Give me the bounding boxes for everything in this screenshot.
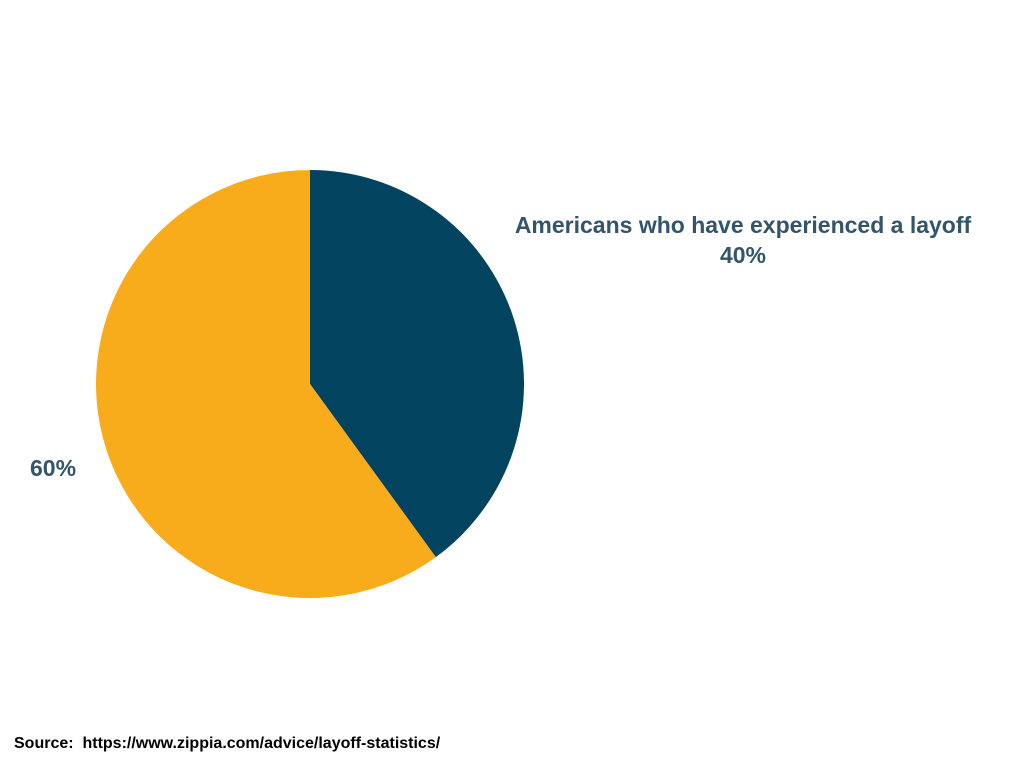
slice-label-no-layoff-value: 60%	[30, 455, 77, 481]
slice-label-layoff-value: 40%	[719, 242, 767, 268]
pie-slice-layoff	[310, 170, 524, 558]
slice-label-layoff: Americans who have experienced a layoff …	[490, 210, 996, 270]
source-url: https://www.zippia.com/advice/layoff-sta…	[82, 735, 441, 752]
source-prefix: Source:	[14, 735, 74, 752]
pie-slice-no-layoff	[96, 170, 436, 598]
source-caption: Source: https://www.zippia.com/advice/la…	[14, 735, 440, 753]
slice-label-no-layoff: 60%	[30, 453, 110, 483]
slice-label-layoff-name: Americans who have experienced a layoff	[514, 212, 972, 238]
